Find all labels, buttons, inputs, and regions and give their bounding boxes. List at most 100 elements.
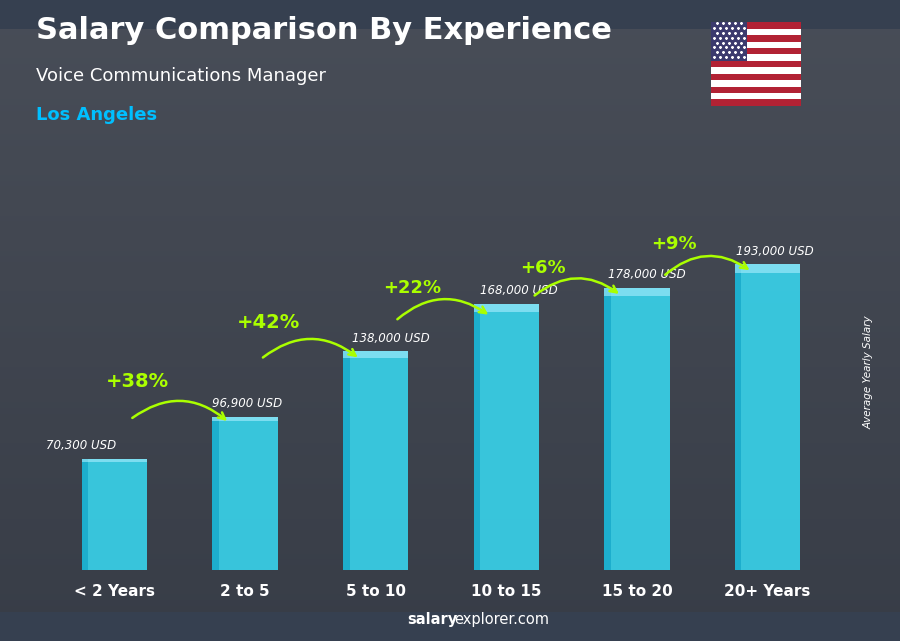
Bar: [0, 228, 900, 233]
Bar: [0, 495, 900, 501]
Bar: [0, 53, 900, 58]
Bar: [0, 320, 900, 326]
Bar: [0, 64, 900, 70]
Bar: [473, 304, 481, 570]
Bar: [0, 93, 900, 99]
Bar: [0, 169, 900, 175]
Bar: [711, 74, 801, 80]
Bar: [0, 221, 900, 228]
Bar: [0, 198, 900, 204]
Bar: [0, 396, 900, 402]
Text: +22%: +22%: [383, 279, 441, 297]
Bar: [0, 187, 900, 192]
Bar: [0, 87, 900, 93]
Bar: [0, 274, 900, 279]
Bar: [0, 466, 900, 472]
FancyBboxPatch shape: [604, 288, 670, 570]
Bar: [0, 356, 900, 362]
Bar: [0, 449, 900, 454]
Bar: [735, 264, 800, 273]
Bar: [0, 192, 900, 198]
Bar: [0, 245, 900, 251]
Bar: [0, 490, 900, 495]
Bar: [0, 600, 900, 606]
Bar: [0, 519, 900, 524]
Bar: [82, 459, 147, 462]
Bar: [0, 181, 900, 187]
Bar: [711, 22, 747, 61]
Bar: [0, 81, 900, 87]
Bar: [0, 426, 900, 431]
Bar: [0, 431, 900, 437]
Bar: [0, 239, 900, 245]
Bar: [0, 571, 900, 577]
Bar: [711, 87, 801, 93]
Text: salary: salary: [408, 612, 458, 627]
Bar: [0, 443, 900, 449]
FancyBboxPatch shape: [735, 264, 800, 570]
Bar: [0, 134, 900, 140]
Bar: [0, 140, 900, 146]
Bar: [0, 262, 900, 268]
Bar: [0, 454, 900, 460]
Bar: [0, 151, 900, 157]
FancyBboxPatch shape: [473, 304, 539, 570]
Text: explorer.com: explorer.com: [454, 612, 550, 627]
Text: +42%: +42%: [237, 313, 301, 332]
Bar: [0, 122, 900, 128]
Bar: [711, 80, 801, 87]
Bar: [0, 47, 900, 53]
Bar: [0, 385, 900, 390]
Bar: [711, 99, 801, 106]
Bar: [0, 146, 900, 151]
Bar: [711, 93, 801, 99]
Bar: [0, 460, 900, 466]
Bar: [0, 513, 900, 519]
Bar: [343, 351, 349, 570]
Bar: [0, 472, 900, 478]
Bar: [0, 437, 900, 443]
FancyBboxPatch shape: [343, 351, 409, 570]
Bar: [0, 542, 900, 548]
Text: 193,000 USD: 193,000 USD: [736, 245, 814, 258]
Bar: [0, 117, 900, 122]
Bar: [0, 285, 900, 292]
Bar: [0, 332, 900, 338]
Bar: [0, 554, 900, 560]
Bar: [711, 54, 801, 61]
Bar: [0, 204, 900, 210]
Text: +38%: +38%: [106, 372, 169, 391]
Bar: [0, 501, 900, 507]
Bar: [0, 484, 900, 490]
Text: 70,300 USD: 70,300 USD: [47, 440, 117, 453]
Bar: [473, 304, 539, 312]
Bar: [711, 35, 801, 42]
Text: +6%: +6%: [520, 258, 566, 277]
FancyBboxPatch shape: [212, 417, 278, 570]
Bar: [0, 215, 900, 221]
Bar: [0, 35, 900, 41]
Bar: [0, 530, 900, 536]
Bar: [0, 349, 900, 356]
Bar: [0, 70, 900, 76]
Bar: [711, 22, 801, 29]
Bar: [711, 42, 801, 48]
Text: 168,000 USD: 168,000 USD: [481, 284, 558, 297]
Bar: [711, 48, 801, 54]
FancyBboxPatch shape: [82, 459, 147, 570]
Bar: [0, 344, 900, 349]
Bar: [82, 459, 88, 570]
Bar: [0, 309, 900, 315]
Bar: [0, 175, 900, 181]
Bar: [343, 351, 409, 358]
Bar: [0, 105, 900, 111]
Bar: [0, 210, 900, 215]
Bar: [0, 315, 900, 320]
Text: Average Yearly Salary: Average Yearly Salary: [863, 315, 874, 429]
Bar: [0, 413, 900, 420]
Text: Salary Comparison By Experience: Salary Comparison By Experience: [36, 16, 612, 45]
Bar: [0, 99, 900, 105]
Bar: [711, 61, 801, 67]
Bar: [0, 268, 900, 274]
Bar: [0, 58, 900, 64]
